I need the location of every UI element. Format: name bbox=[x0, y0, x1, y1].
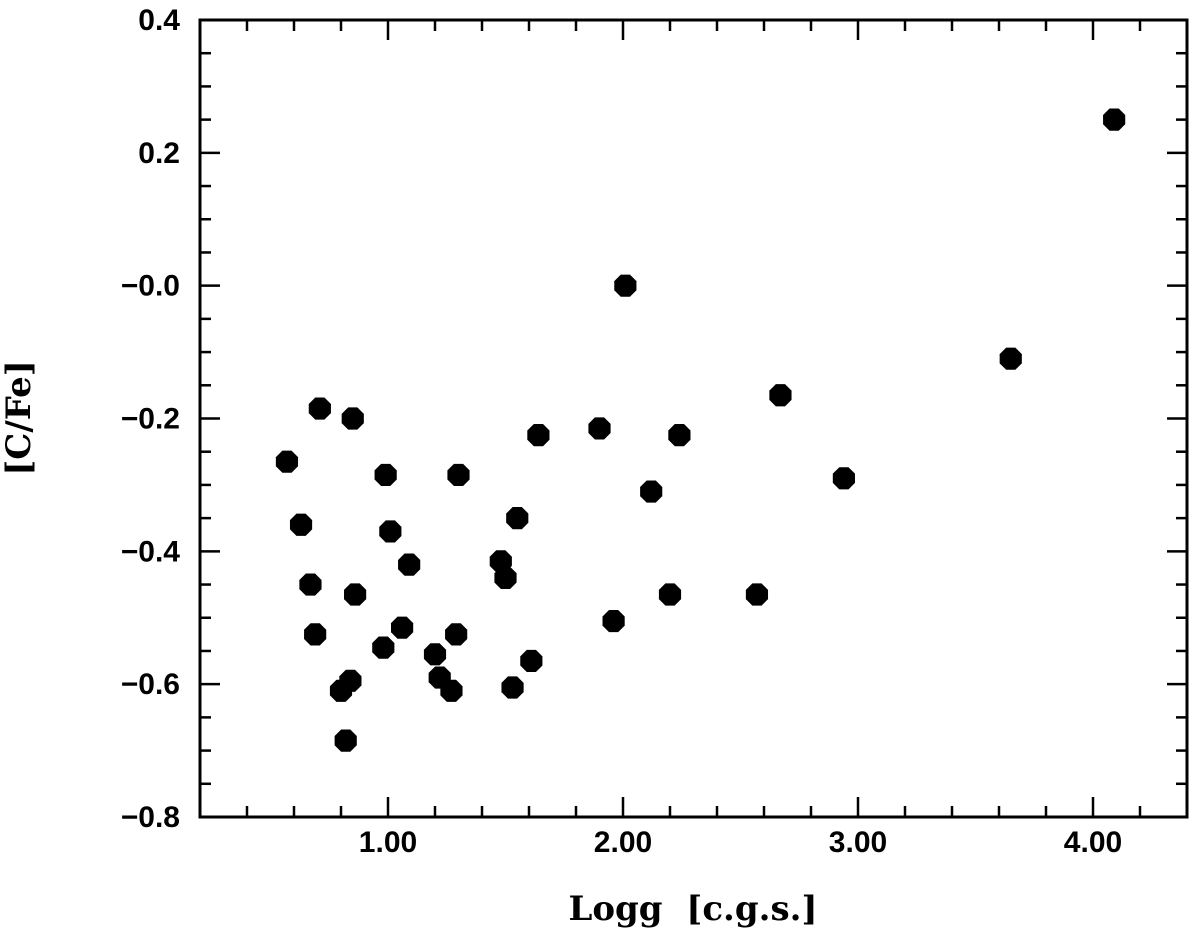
y-tick-label: 0.4 bbox=[138, 4, 180, 37]
data-point bbox=[344, 583, 367, 606]
data-point bbox=[668, 424, 691, 447]
y-tick-label: 0.2 bbox=[138, 137, 180, 170]
x-tick-label: 1.00 bbox=[359, 826, 417, 859]
data-point bbox=[299, 573, 322, 596]
x-tick-label: 4.00 bbox=[1064, 826, 1122, 859]
data-point bbox=[304, 623, 327, 646]
data-point bbox=[341, 407, 364, 430]
data-point bbox=[832, 467, 855, 490]
data-point bbox=[440, 679, 463, 702]
data-point bbox=[506, 507, 529, 530]
x-tick-label: 3.00 bbox=[829, 826, 887, 859]
data-point bbox=[308, 397, 331, 420]
data-point bbox=[640, 480, 663, 503]
data-point bbox=[520, 649, 543, 673]
data-point bbox=[289, 513, 313, 536]
data-point bbox=[391, 616, 414, 639]
data-point bbox=[275, 450, 299, 473]
y-tick-label: −0.6 bbox=[121, 668, 180, 701]
data-point bbox=[999, 347, 1022, 370]
y-tick-label: −0.2 bbox=[121, 403, 180, 436]
y-tick-label: −0.0 bbox=[121, 270, 180, 303]
data-point bbox=[379, 520, 402, 543]
data-point bbox=[602, 609, 625, 633]
data-point bbox=[1103, 108, 1126, 131]
data-point bbox=[398, 553, 421, 576]
data-points bbox=[275, 108, 1126, 752]
data-point bbox=[658, 583, 682, 606]
data-point bbox=[527, 424, 550, 447]
data-point bbox=[372, 636, 395, 659]
axis-tick-labels: 1.00 2.00 3.00 4.00 0.4 0.2 −0.0 −0.2 −0.4 −0.6 −0… bbox=[121, 4, 1122, 859]
y-tick-label: −0.8 bbox=[121, 801, 180, 834]
y-tick-label: −0.4 bbox=[121, 535, 181, 568]
data-point bbox=[374, 463, 397, 487]
data-point bbox=[445, 623, 468, 646]
data-point bbox=[423, 643, 447, 666]
x-axis-title: Logg [c.g.s.] bbox=[568, 889, 817, 929]
data-point bbox=[769, 384, 792, 407]
data-point bbox=[494, 566, 517, 589]
data-point bbox=[334, 729, 357, 752]
data-point bbox=[339, 669, 362, 692]
x-tick-label: 2.00 bbox=[594, 826, 652, 859]
data-point bbox=[588, 417, 611, 440]
data-point bbox=[745, 583, 769, 606]
data-point bbox=[447, 463, 470, 487]
data-point bbox=[614, 274, 637, 297]
axis-ticks bbox=[200, 20, 1187, 817]
y-axis-title: [C/Fe] bbox=[0, 360, 39, 476]
data-point bbox=[501, 676, 524, 699]
